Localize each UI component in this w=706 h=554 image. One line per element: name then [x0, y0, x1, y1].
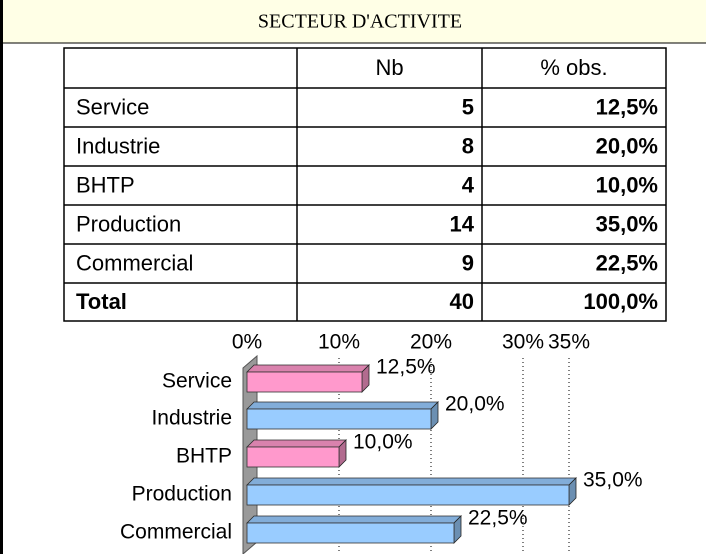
row-label: Commercial [76, 250, 193, 275]
category-label: Service [162, 370, 232, 393]
category-label: BHTP [176, 445, 232, 468]
cell-value: 9 [462, 250, 474, 275]
bar-top [246, 515, 462, 524]
data-label: 35,0% [583, 469, 643, 492]
x-tick-label: 0% [232, 331, 262, 354]
column-header: Nb [375, 55, 403, 80]
x-tick-label: 30% [502, 331, 544, 354]
category-label: Commercial [120, 521, 232, 544]
row-label: Service [76, 94, 149, 119]
x-tick-label: 35% [548, 331, 590, 354]
bar-top [246, 477, 577, 486]
cell-value: 22,5% [596, 250, 658, 275]
x-tick-label: 20% [410, 331, 452, 354]
cell-value: 20,0% [596, 133, 658, 158]
bar [246, 446, 340, 468]
bar-top [246, 364, 370, 373]
bar-top [246, 401, 439, 410]
bar [246, 522, 455, 544]
data-label: 20,0% [445, 393, 505, 416]
cell-value: 12,5% [596, 94, 658, 119]
bar-top [246, 439, 347, 448]
page-title: SECTEUR D'ACTIVITE [258, 11, 462, 33]
category-label: Production [132, 483, 232, 506]
row-label: Total [76, 289, 127, 314]
bar [246, 408, 432, 430]
data-label: 22,5% [468, 507, 528, 530]
cell-value: 100,0% [583, 289, 658, 314]
cell-value: 40 [450, 289, 474, 314]
cell-value: 5 [462, 94, 474, 119]
table-frame [63, 47, 667, 322]
cell-value: 10,0% [596, 172, 658, 197]
column-header: % obs. [540, 55, 607, 80]
cell-value: 8 [462, 133, 474, 158]
bar [246, 371, 363, 393]
row-label: BHTP [76, 172, 135, 197]
title-bar [0, 0, 706, 43]
data-label: 12,5% [376, 356, 436, 379]
cell-value: 35,0% [596, 211, 658, 236]
row-label: Industrie [76, 133, 160, 158]
cell-value: 4 [462, 172, 475, 197]
cell-value: 14 [450, 211, 475, 236]
data-label: 10,0% [353, 431, 413, 454]
row-label: Production [76, 211, 181, 236]
category-label: Industrie [151, 407, 232, 430]
x-tick-label: 10% [318, 331, 360, 354]
bar [246, 484, 570, 506]
